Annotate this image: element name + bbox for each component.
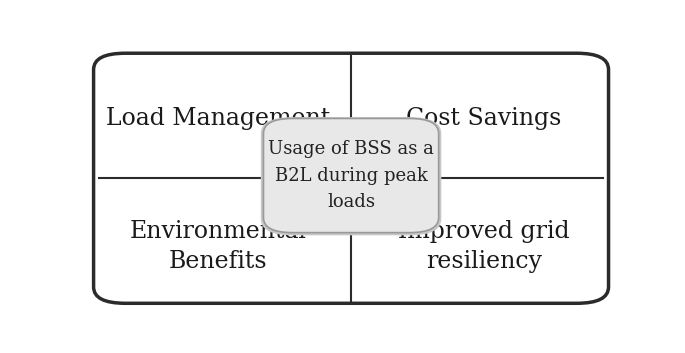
- FancyBboxPatch shape: [264, 119, 438, 233]
- Text: Cost Savings: Cost Savings: [406, 107, 562, 130]
- FancyBboxPatch shape: [261, 117, 441, 235]
- Text: Improved grid
resiliency: Improved grid resiliency: [398, 220, 570, 273]
- Text: Usage of BSS as a
B2L during peak
loads: Usage of BSS as a B2L during peak loads: [268, 140, 434, 211]
- FancyBboxPatch shape: [94, 53, 608, 303]
- Text: Environmental
Benefits: Environmental Benefits: [130, 220, 307, 273]
- Text: Load Management: Load Management: [106, 107, 330, 130]
